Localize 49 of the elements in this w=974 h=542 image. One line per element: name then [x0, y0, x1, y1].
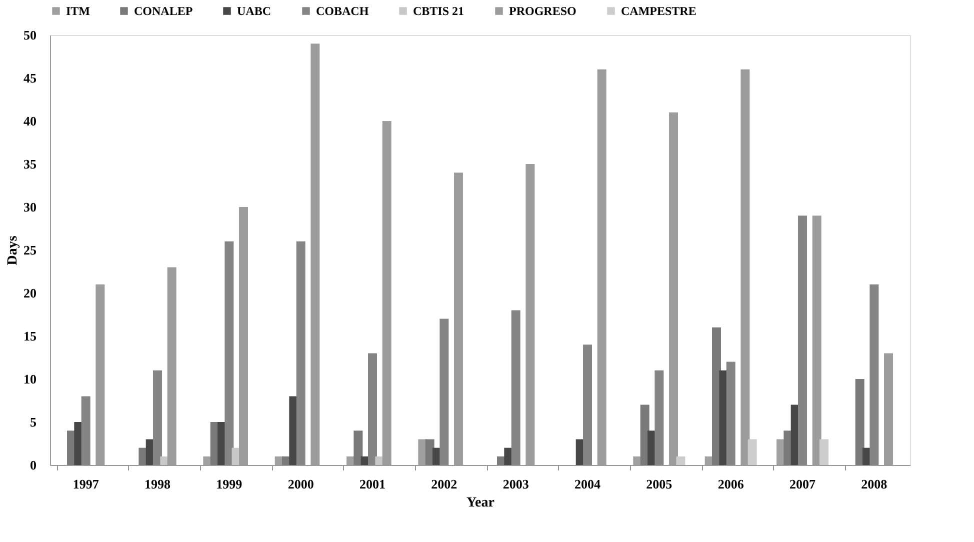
x-tick-label: 1998	[144, 476, 171, 492]
x-tick-label: 2000	[288, 476, 314, 492]
bar	[81, 396, 90, 465]
bar	[820, 439, 828, 465]
bar	[354, 430, 363, 465]
bar	[748, 439, 757, 465]
x-tick-label: 2006	[718, 476, 744, 492]
x-tick-label: 1999	[216, 476, 243, 492]
x-axis-title: Year	[466, 496, 494, 510]
legend-label: COBACH	[316, 4, 370, 18]
x-tick-label: 2008	[861, 476, 888, 492]
legend-label: CAMPESTRE	[621, 4, 696, 18]
bar	[511, 310, 520, 465]
x-tick-label: 2002	[431, 476, 458, 492]
legend-label: CONALEP	[134, 4, 193, 18]
y-tick-label: 0	[30, 458, 36, 472]
bar	[153, 370, 162, 465]
y-tick-label: 15	[24, 328, 37, 344]
bar	[440, 318, 449, 465]
legend-label: CBTIS 21	[413, 4, 464, 18]
legend-label: PROGRESO	[509, 4, 576, 18]
bar	[224, 241, 234, 465]
y-tick-label: 40	[24, 114, 36, 128]
y-tick-label: 45	[24, 70, 37, 86]
bar	[296, 241, 306, 465]
y-tick-label: 20	[24, 286, 36, 300]
x-tick-label: 2007	[790, 476, 816, 492]
y-tick-label: 30	[24, 200, 36, 214]
y-axis-title: Days	[6, 235, 20, 266]
x-tick-label: 1997	[72, 476, 100, 492]
bar	[676, 456, 686, 465]
x-tick-label: 2004	[574, 476, 601, 492]
bar	[583, 344, 592, 465]
y-tick-label: 50	[24, 28, 36, 42]
x-tick-label: 2001	[360, 476, 386, 492]
y-tick-label: 10	[24, 372, 36, 386]
x-tick-label: 2003	[502, 476, 530, 492]
bar	[726, 362, 736, 465]
y-tick-label: 35	[24, 156, 37, 172]
legend-label: UABC	[237, 4, 272, 18]
y-tick-label: 25	[24, 242, 37, 258]
y-tick-label: 5	[30, 414, 37, 430]
bar	[870, 284, 879, 465]
bar	[654, 370, 664, 465]
bar	[368, 353, 377, 465]
bar	[798, 216, 807, 465]
bar	[855, 379, 864, 465]
x-tick-label: 2005	[646, 476, 673, 492]
legend-label: ITM	[66, 4, 90, 18]
